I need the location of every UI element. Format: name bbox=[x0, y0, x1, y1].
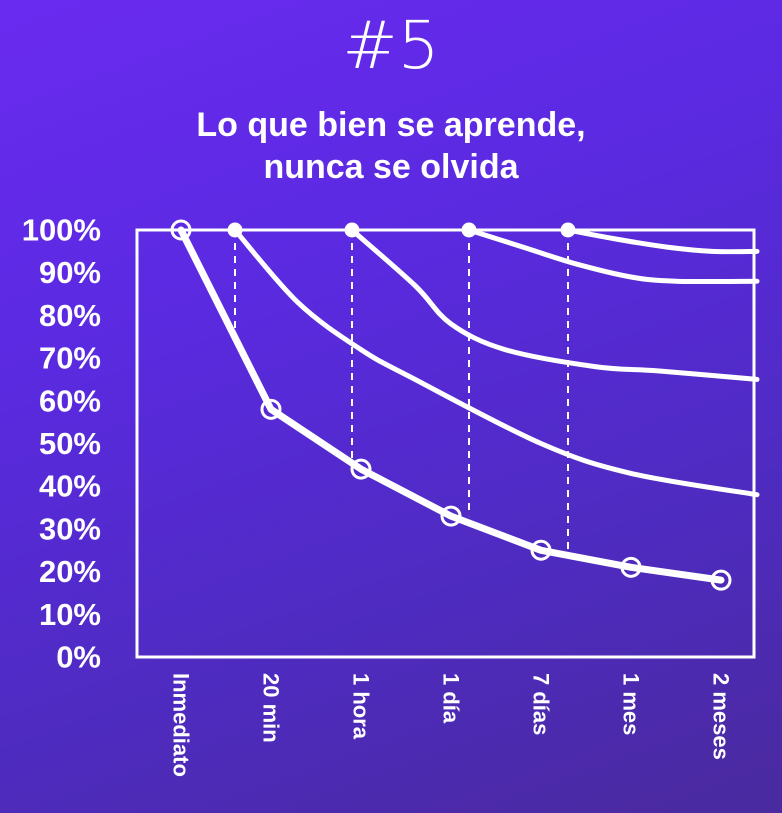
x-tick-label: 7 días bbox=[529, 673, 554, 735]
baseline-retention-line bbox=[177, 226, 725, 584]
y-tick-label: 30% bbox=[39, 511, 101, 546]
y-tick-label: 10% bbox=[39, 597, 101, 632]
review-dashed-lines bbox=[234, 230, 569, 551]
retention-curves bbox=[177, 226, 760, 584]
data-point-marker bbox=[260, 398, 282, 420]
y-tick-label: 0% bbox=[56, 640, 101, 675]
review-start-dot bbox=[560, 222, 576, 238]
title-line-1: Lo que bien se aprende, bbox=[196, 106, 586, 144]
title-line-2: nunca se olvida bbox=[263, 148, 519, 186]
data-point-marker bbox=[350, 458, 372, 480]
retention-curve-after-review-1 bbox=[232, 227, 760, 498]
plot-frame bbox=[135, 228, 756, 659]
x-tick-label: Inmediato bbox=[169, 673, 194, 777]
y-tick-label: 80% bbox=[39, 298, 101, 333]
y-tick-label: 60% bbox=[39, 383, 101, 418]
y-tick-label: 90% bbox=[39, 255, 101, 290]
review-start-dot bbox=[344, 222, 360, 238]
y-axis-ticks: 100% 90% 80% 70% 60% 50% 40% 30% 20% 10% 0% bbox=[22, 213, 101, 675]
x-axis-ticks: Inmediato 20 min 1 hora 1 día 7 días 1 mes 2 m… bbox=[169, 673, 734, 777]
x-tick-label: 1 día bbox=[439, 673, 464, 724]
data-point-marker bbox=[440, 505, 462, 527]
x-tick-label: 1 hora bbox=[349, 673, 374, 740]
y-tick-label: 70% bbox=[39, 341, 101, 376]
page-title: Lo que bien se aprende, nunca se olvida bbox=[0, 104, 782, 188]
y-tick-label: 40% bbox=[39, 469, 101, 504]
data-point-marker bbox=[530, 539, 552, 561]
retention-curve-after-review-2 bbox=[349, 227, 760, 382]
retention-curve-after-review-4 bbox=[565, 227, 760, 255]
review-start-dot bbox=[461, 222, 477, 238]
y-tick-label: 50% bbox=[39, 426, 101, 461]
retention-curve-after-review-3 bbox=[466, 227, 760, 285]
y-tick-label: 20% bbox=[39, 554, 101, 589]
data-point-marker bbox=[170, 219, 192, 241]
x-tick-label: 1 mes bbox=[619, 673, 644, 735]
data-point-marker bbox=[620, 556, 642, 578]
y-tick-label: 100% bbox=[22, 213, 101, 248]
x-tick-label: 20 min bbox=[259, 673, 284, 743]
x-tick-label: 2 meses bbox=[709, 673, 734, 760]
section-number: #5 bbox=[342, 7, 440, 84]
data-point-marker bbox=[710, 569, 732, 591]
review-start-dot bbox=[227, 222, 243, 238]
data-points bbox=[170, 219, 732, 591]
